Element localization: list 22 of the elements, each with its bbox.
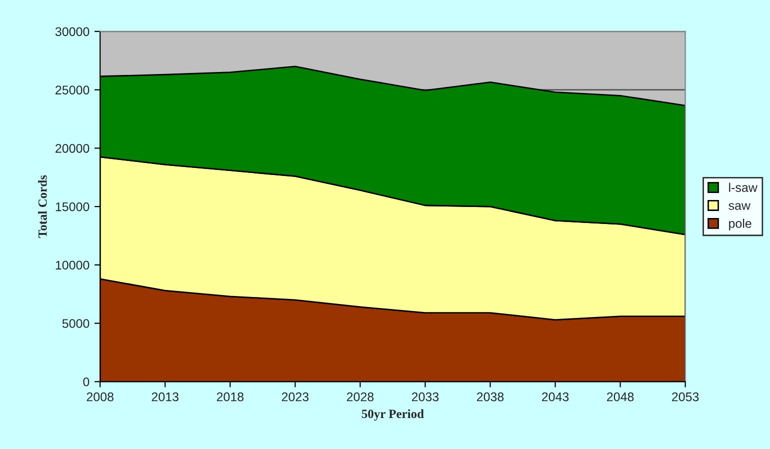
legend-label: pole: [729, 218, 752, 230]
x-tick-label: 2033: [412, 392, 439, 402]
y-tick-label: 15000: [56, 202, 90, 212]
y-tick-label: 0: [83, 377, 90, 386]
y-tick-label: 20000: [56, 144, 90, 153]
y-tick-label: 5000: [62, 319, 90, 328]
x-tick-label: 2023: [282, 392, 309, 402]
y-tick-label: 10000: [56, 260, 90, 270]
x-tick-label: 2048: [607, 392, 634, 402]
x-tick-label: 2013: [152, 392, 178, 402]
x-tick-label: 2028: [346, 392, 374, 402]
x-tick-label: 2038: [476, 392, 504, 402]
x-tick-label: 2043: [542, 392, 569, 402]
x-tick-label: 2008: [86, 392, 114, 402]
y-axis-title: Total Cords: [38, 175, 47, 238]
y-tick-label: 30000: [55, 27, 90, 36]
legend-label: l-saw: [729, 182, 758, 192]
x-tick-label: 2018: [216, 392, 244, 402]
x-axis-title: 50yr Period: [362, 409, 424, 421]
legend-label: saw: [728, 203, 751, 210]
x-tick-label: 2053: [672, 392, 699, 402]
y-tick-label: 25000: [56, 86, 90, 94]
